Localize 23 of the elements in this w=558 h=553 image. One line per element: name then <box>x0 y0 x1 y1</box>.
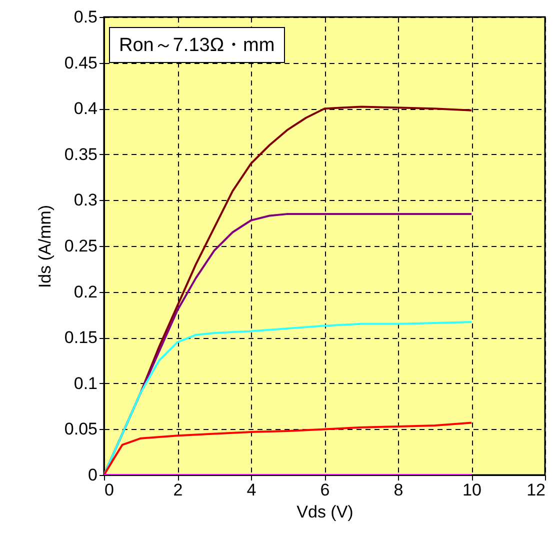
y-tick-label: 0.35 <box>64 144 98 164</box>
y-tick-label: 0 <box>88 466 98 484</box>
x-tick-label: 2 <box>173 480 183 500</box>
x-tick-label: 0 <box>104 480 114 500</box>
x-axis-title: Vds (V) <box>296 502 354 522</box>
x-tick-label: 8 <box>394 480 404 500</box>
y-tick-label: 0.4 <box>74 99 98 118</box>
line-series <box>104 422 472 475</box>
line-series <box>104 321 472 475</box>
annotation: Ron～7.13Ω・mm <box>109 27 285 63</box>
y-tick-label: 0.1 <box>74 374 98 393</box>
x-tick-label: 12 <box>526 480 546 500</box>
x-tick-label: 10 <box>462 480 482 500</box>
y-tick-label: 0.2 <box>74 282 98 302</box>
y-tick-label: 0.05 <box>64 420 98 439</box>
y-tick-label: 0.5 <box>74 8 98 26</box>
y-tick-label: 0.15 <box>64 328 98 348</box>
y-tick-label: 0.3 <box>74 190 98 210</box>
x-tick-label: 4 <box>246 480 256 500</box>
y-tick-label: 0.45 <box>64 53 98 72</box>
y-tick-label: 0.25 <box>64 236 98 256</box>
y-axis-title: Ids (A/mm) <box>35 204 54 288</box>
x-tick-label: 6 <box>320 480 330 500</box>
